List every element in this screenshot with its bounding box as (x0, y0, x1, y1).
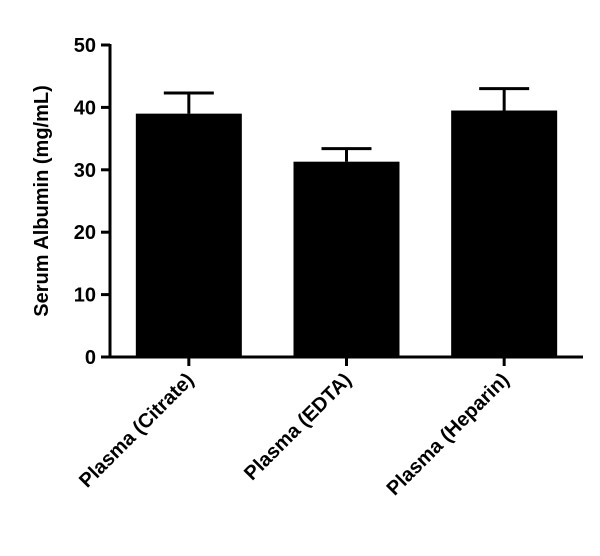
bars-group (135, 110, 558, 358)
bar (135, 113, 242, 357)
x-ticks-group: Plasma (Citrate) Plasma (EDTA) Plasma (Hep… (75, 357, 514, 500)
bar (293, 161, 400, 357)
y-tick-label: 30 (74, 160, 96, 182)
bar (451, 110, 558, 358)
y-tick-label: 20 (74, 222, 96, 244)
y-tick-label: 50 (74, 35, 96, 57)
x-category-label: Plasma (Heparin) (383, 369, 514, 500)
x-category-label: Plasma (EDTA) (240, 369, 356, 485)
y-tick-label: 10 (74, 285, 96, 307)
y-axis-title: Serum Albumin (mg/mL) (31, 85, 53, 316)
error-bars-group (163, 87, 530, 162)
x-category-label: Plasma (Citrate) (75, 369, 198, 492)
y-tick-label: 0 (85, 347, 96, 369)
y-ticks-group: 0 10 20 30 40 50 (74, 35, 110, 369)
y-tick-label: 40 (74, 97, 96, 119)
